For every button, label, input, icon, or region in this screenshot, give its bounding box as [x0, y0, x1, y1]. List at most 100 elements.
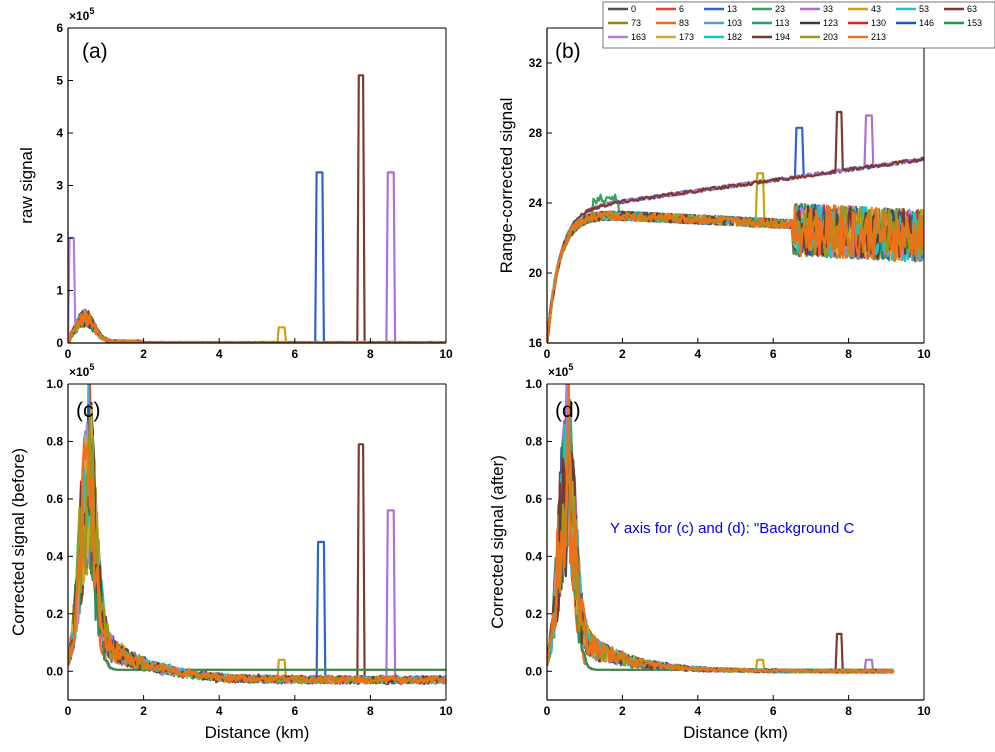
axis-note: Y axis for (c) and (d): "Background C: [610, 520, 854, 537]
x-tick-label: 10: [917, 704, 931, 718]
series-line-113: [68, 313, 446, 343]
x-tick-label: 0: [65, 704, 72, 718]
y-axis-label: Corrected signal (after): [488, 455, 507, 629]
x-tick-label: 2: [619, 347, 626, 361]
series-line-73: [547, 402, 894, 674]
legend-item: 173: [656, 32, 694, 42]
x-tick-label: 10: [439, 347, 453, 361]
chart-panel-a: 0 2 4 6 8 10 0 1 2 3 4 5 6 ×105 (a) raw signal: [17, 6, 453, 361]
x-tick-label: 0: [65, 347, 72, 361]
y-axis-label: Corrected signal (before): [9, 448, 28, 636]
legend-item: 182: [704, 32, 742, 42]
series-line-130: [68, 312, 446, 343]
x-tick-label: 8: [845, 347, 852, 361]
legend-label: 13: [727, 4, 737, 14]
series-line-213: [68, 310, 446, 343]
series-line-83: [68, 314, 446, 343]
legend-item: 123: [800, 18, 838, 28]
legend-label: 53: [919, 4, 929, 14]
x-tick-label: 2: [619, 704, 626, 718]
y-axis-label: Range-corrected signal: [497, 98, 516, 274]
legend-label: 213: [871, 32, 886, 42]
series-line-6: [68, 384, 446, 686]
legend-item: 103: [704, 18, 742, 28]
y-tick-label: 1.0: [525, 377, 542, 391]
series-line-213: [547, 204, 924, 343]
legend-item: 23: [752, 4, 785, 14]
y-tick-label: 1: [56, 284, 63, 298]
series-line-213: [68, 443, 446, 685]
x-tick-label: 0: [544, 347, 551, 361]
series-line-63: [547, 110, 924, 343]
y-tick-label: 0.8: [46, 434, 63, 448]
series-line-130: [68, 428, 446, 685]
x-tick-label: 6: [291, 347, 298, 361]
legend-label: 130: [871, 18, 886, 28]
series-group: [68, 74, 446, 343]
panel-label: (a): [82, 40, 108, 63]
legend-label: 103: [727, 18, 742, 28]
y-tick-label: 0: [56, 336, 63, 350]
y-tick-label: 0.2: [46, 607, 63, 621]
x-tick-label: 8: [367, 704, 374, 718]
legend-item: 43: [848, 4, 881, 14]
legend-item: 0: [608, 4, 636, 14]
legend-label: 153: [967, 18, 982, 28]
series-group: [547, 110, 924, 343]
series-line-43: [68, 312, 446, 343]
legend-label: 173: [679, 32, 694, 42]
y-tick-label: 5: [56, 74, 63, 88]
series-line-83: [68, 457, 446, 671]
x-tick-label: 6: [770, 704, 777, 718]
series-line-173: [68, 310, 446, 343]
legend-item: 83: [656, 18, 689, 28]
series-line-13: [68, 171, 446, 343]
series-line-63: [547, 384, 895, 674]
y-tick-label: 3: [56, 179, 63, 193]
y-tick-label: 0.2: [525, 607, 542, 621]
x-tick-label: 0: [544, 704, 551, 718]
series-line-153: [68, 437, 446, 671]
panel-label: (c): [76, 399, 101, 422]
legend-item: 146: [896, 18, 934, 28]
series-line-203: [68, 310, 446, 343]
legend-label: 182: [727, 32, 742, 42]
x-tick-label: 4: [216, 704, 223, 718]
y-tick-label: 32: [529, 56, 543, 70]
axis-multiplier: ×105: [548, 362, 573, 379]
x-tick-label: 2: [140, 704, 147, 718]
legend-item: 63: [944, 4, 977, 14]
series-line-146: [68, 404, 446, 685]
y-tick-label: 24: [529, 196, 543, 210]
series-line-163: [547, 384, 894, 674]
legend-label: 194: [775, 32, 790, 42]
series-line-73: [68, 311, 446, 343]
y-tick-label: 2: [56, 231, 63, 245]
y-tick-label: 0.0: [525, 664, 542, 678]
series-line-163: [68, 422, 446, 685]
axis-multiplier: ×105: [69, 6, 94, 23]
chart-panel-c: 0 2 4 6 8 10 0.0 0.2 0.4 0.6 0.8 1.0 ×105 (c) Correcte…: [9, 362, 453, 742]
chart-panel-d: 0 2 4 6 8 10 0.0 0.2 0.4 0.6 0.8 1.0 ×105 (d) Correcte…: [488, 362, 931, 742]
series-line-53: [68, 311, 446, 343]
x-tick-label: 10: [917, 347, 931, 361]
legend-label: 6: [679, 4, 684, 14]
y-tick-label: 0.0: [46, 664, 63, 678]
x-tick-label: 6: [291, 704, 298, 718]
legend-label: 163: [631, 32, 646, 42]
x-axis-label: Distance (km): [683, 723, 788, 742]
legend-item: 203: [800, 32, 838, 42]
legend-item: 163: [608, 32, 646, 42]
series-line-182: [68, 421, 446, 685]
series-line-130: [547, 403, 895, 674]
series-line-33: [68, 171, 446, 343]
y-tick-label: 0.4: [46, 549, 63, 563]
legend-item: 53: [896, 4, 929, 14]
series-line-103: [68, 316, 446, 343]
series-line-163: [68, 236, 446, 343]
legend-label: 23: [775, 4, 785, 14]
panel-label: (d): [555, 399, 581, 422]
axis-multiplier: ×105: [69, 362, 94, 379]
legend-label: 203: [823, 32, 838, 42]
